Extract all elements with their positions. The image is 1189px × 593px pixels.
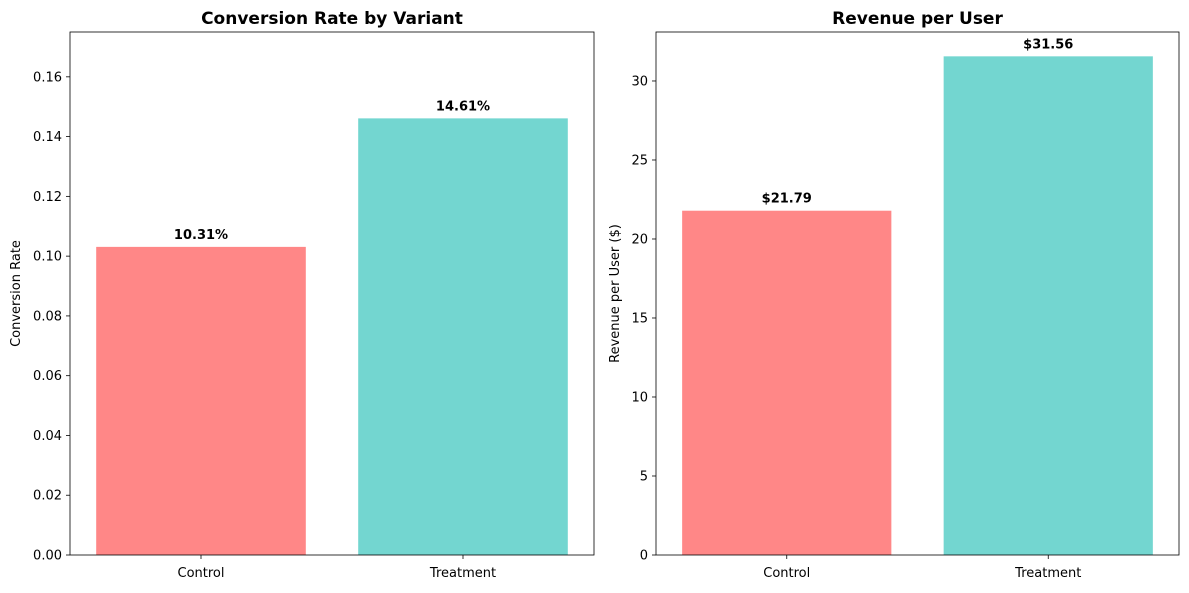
x-tick-label-control: Control [763, 566, 810, 581]
x-tick-label-treatment: Treatment [429, 566, 496, 581]
y-tick-label: 25 [631, 153, 648, 168]
data-label-control: $21.79 [762, 192, 812, 207]
y-tick-label: 5 [640, 469, 648, 484]
chart-panel-2: $21.79 Control $31.56 Treatment 0 5 10 15 20 25 30… [608, 9, 1180, 581]
chart-title: Revenue per User [832, 9, 1003, 29]
x-tick-label-control: Control [178, 566, 225, 581]
bar-treatment [943, 56, 1153, 555]
y-tick-label: 0.10 [33, 250, 62, 265]
y-tick-label: 0.16 [33, 70, 62, 85]
plot-frame [69, 31, 595, 556]
bar-control [96, 246, 306, 555]
y-tick-label: 0.06 [33, 369, 62, 384]
y-tick-label: 0.02 [33, 489, 62, 504]
y-tick-label: 15 [631, 311, 648, 326]
y-axis-label: Conversion Rate [9, 240, 24, 347]
y-tick-label: 0.14 [33, 130, 62, 145]
bar-control [682, 210, 892, 555]
plot-frame [655, 31, 1180, 556]
data-label-control: 10.31% [174, 228, 228, 243]
bar-treatment [358, 118, 568, 555]
data-label-treatment: 14.61% [436, 99, 490, 114]
y-tick-label: 0.08 [33, 309, 62, 324]
y-tick-label: 0.00 [33, 549, 62, 564]
chart-panel-1: 10.31% Control 14.61% Treatment 0.00 0.02 0.04… [9, 9, 595, 581]
y-tick-label: 0.12 [33, 190, 62, 205]
data-label-treatment: $31.56 [1023, 37, 1073, 52]
y-tick-label: 30 [631, 74, 648, 89]
y-axis-label: Revenue per User ($) [608, 224, 623, 363]
x-tick-label-treatment: Treatment [1014, 566, 1081, 581]
y-tick-label: 20 [631, 232, 648, 247]
chart-title: Conversion Rate by Variant [201, 9, 463, 29]
y-tick-label: 0.04 [33, 429, 62, 444]
y-tick-label: 10 [631, 390, 648, 405]
y-tick-label: 0 [640, 549, 648, 564]
